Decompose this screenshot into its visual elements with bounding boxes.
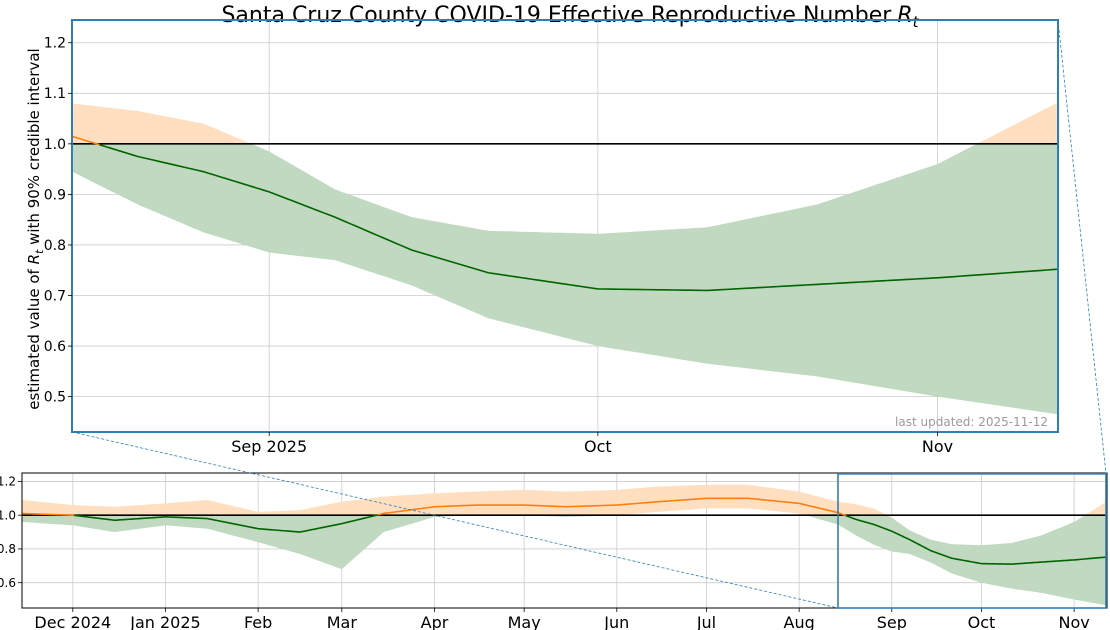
overview-ytick-label: 1.0 <box>0 508 16 522</box>
overview-ytick-label: 0.6 <box>0 576 16 590</box>
zoom-connector-right <box>1057 19 1107 474</box>
zoom-window-box <box>837 473 1107 609</box>
overview-xtick-label: Sep <box>877 613 907 630</box>
overview-frame <box>21 472 1108 609</box>
main-ytick-label: 1.2 <box>44 36 66 52</box>
overview-xtick-label: Dec 2024 <box>34 613 111 630</box>
main-ytick-label: 0.9 <box>44 187 66 203</box>
main-ytick-label: 0.6 <box>44 339 66 355</box>
main-median-below <box>99 143 1058 292</box>
chart-title-symbol: R <box>897 3 912 28</box>
overview-xtick-label: Oct <box>968 613 996 630</box>
y-axis-label: estimated value of Rt with 90% credible … <box>25 48 46 409</box>
main-xtick-label: Nov <box>922 437 953 456</box>
overview-ytick-label: 0.8 <box>0 542 16 556</box>
overview-xtick-label: Mar <box>327 613 358 630</box>
main-ytick-label: 0.8 <box>44 238 66 254</box>
last-updated-annotation: last updated: 2025-11-12 <box>895 415 1048 429</box>
main-plot-area <box>72 20 1058 432</box>
overview-band-above <box>22 484 1107 516</box>
main-panel: 0.5 0.6 0.7 0.8 0.9 1.0 1.1 1.2 Sep 2025 Oct Nov <box>44 19 1059 456</box>
chart-title: Santa Cruz County COVID-19 Effective Rep… <box>221 3 919 31</box>
y-axis-label-symbol-sub: t <box>33 249 46 254</box>
main-band-above <box>72 102 1058 144</box>
overview-xtick-label: Jul <box>696 613 716 630</box>
overview-ytick-label: 1.2 <box>0 475 16 489</box>
y-axis-label-post: with 90% credible interval <box>25 48 43 249</box>
zoom-connector-left <box>71 431 839 609</box>
chart-title-text: Santa Cruz County COVID-19 Effective Rep… <box>221 3 892 28</box>
overview-xtick-label: Feb <box>244 613 272 630</box>
y-axis-label-pre: estimated value of <box>25 264 43 409</box>
overview-median-below <box>74 514 378 533</box>
overview-plot-area <box>22 473 1107 608</box>
overview-xtick-label: Jun <box>603 613 629 630</box>
main-ytick-label: 1.1 <box>44 86 66 102</box>
overview-xtick-label: Jan 2025 <box>129 613 200 630</box>
overview-band-below <box>22 515 1107 606</box>
overview-xtick-label: Apr <box>421 613 449 630</box>
overview-xtick-label: Aug <box>784 613 815 630</box>
main-frame <box>71 19 1059 433</box>
main-ytick-label: 0.7 <box>44 288 66 304</box>
zoom-connectors <box>71 19 1107 609</box>
overview-median-below <box>845 514 1107 565</box>
main-ytick-label: 1.0 <box>44 137 66 153</box>
chart-title-symbol-sub: t <box>913 13 920 31</box>
main-xtick-label: Oct <box>584 437 612 456</box>
overview-panel: 0.6 0.8 1.0 1.2 Dec 2024 Jan 2025 Feb Mar Apr May… <box>0 472 1108 630</box>
main-ytick-label: 0.5 <box>44 390 66 406</box>
y-axis-label-symbol: R <box>25 254 43 264</box>
overview-median-above <box>377 497 846 517</box>
overview-xtick-label: May <box>508 613 541 630</box>
main-xtick-label: Sep 2025 <box>231 437 307 456</box>
overview-xtick-label: Nov <box>1059 613 1090 630</box>
overview-median-above <box>22 512 75 517</box>
main-median-above <box>72 135 100 146</box>
